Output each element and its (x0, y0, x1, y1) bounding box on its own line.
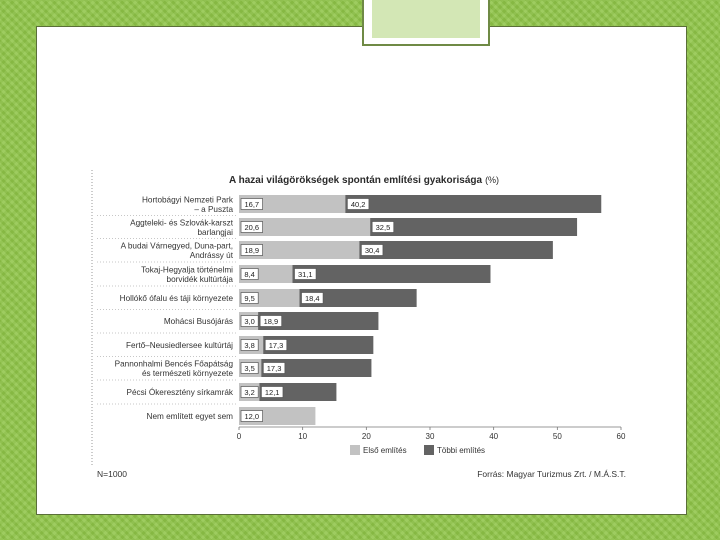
data-label: 12,0 (244, 412, 259, 421)
data-label: 40,2 (351, 200, 366, 209)
category-label: Pannonhalmi Bencés Főapátság (115, 359, 234, 368)
category-label: Nem említett egyet sem (147, 412, 234, 421)
data-label: 18,9 (264, 317, 279, 326)
data-label-box (360, 244, 384, 256)
chart-title: A hazai világörökségek spontán említési … (229, 175, 482, 186)
category-label: Hortobágyi Nemzeti Park (142, 195, 234, 204)
data-label: 18,4 (305, 294, 320, 303)
x-tick-label: 30 (426, 432, 435, 441)
x-axis: 0 10 20 30 40 50 60 (237, 426, 626, 441)
data-label: 12,1 (265, 388, 280, 397)
bar-first-mention (239, 218, 371, 236)
data-label: 9,5 (244, 294, 254, 303)
category-label: Fertő–Neusiedlersee kultúrtáj (126, 341, 233, 350)
category-label: Aggteleki- és Szlovák-karszt (130, 218, 234, 227)
category-label: Hollókő ófalu és táji környezete (120, 294, 234, 303)
category-label: barlangjai (197, 228, 233, 237)
chart-title-group: A hazai világörökségek spontán említési … (229, 175, 499, 186)
data-label-box (259, 315, 283, 327)
data-label-box (301, 292, 324, 304)
chart-title-unit: (%) (485, 175, 499, 185)
data-label-box (371, 221, 395, 233)
bar-first-mention (239, 195, 346, 213)
legend-swatch (424, 445, 434, 455)
data-label-box (264, 339, 288, 351)
data-label: 3,8 (244, 341, 254, 350)
category-label: Pécsi Ókeresztény sírkamrák (127, 387, 234, 397)
data-label-box (240, 339, 259, 351)
data-label-box (240, 362, 259, 374)
x-tick-label: 0 (237, 432, 242, 441)
data-label: 3,0 (244, 317, 254, 326)
data-label-box (240, 268, 259, 280)
category-label: Mohácsi Busójárás (164, 317, 233, 326)
bar-other-mention (370, 218, 578, 236)
legend-label: Többi említés (437, 446, 485, 455)
category-label: borvidék kultúrtája (167, 275, 234, 284)
source-note: Forrás: Magyar Turizmus Zrt. / M.Á.S.T. (477, 469, 626, 479)
data-label: 8,4 (244, 270, 254, 279)
x-tick-label: 10 (298, 432, 307, 441)
category-label: Andrássy út (190, 251, 234, 260)
legend-label: Első említés (363, 446, 407, 455)
category-labels: Hortobágyi Nemzeti Park– a Puszta Aggtele… (97, 195, 236, 421)
bars: 16,7 40,2 20,6 32,5 18,9 30,4 8,4 31,1 9,5 18,4 3,… (239, 195, 602, 425)
data-label: 20,6 (244, 223, 259, 232)
data-label-box (346, 198, 370, 210)
data-label: 3,2 (244, 388, 254, 397)
sample-size-note: N=1000 (97, 469, 127, 479)
legend: Első említés Többi említés (350, 445, 485, 455)
data-label-box (240, 410, 263, 422)
data-label-box (294, 268, 317, 280)
x-tick-label: 40 (489, 432, 498, 441)
data-label-box (240, 244, 263, 256)
bar-other-mention (261, 359, 372, 377)
bar-other-mention (359, 241, 553, 259)
data-label: 31,1 (298, 270, 313, 279)
data-label: 18,9 (244, 246, 259, 255)
slide-tab-fill (372, 0, 480, 38)
data-label: 30,4 (365, 246, 380, 255)
data-label-box (261, 386, 284, 398)
bar-other-mention (345, 195, 602, 213)
data-label-box (240, 292, 259, 304)
data-label-box (240, 198, 263, 210)
data-label: 17,3 (267, 364, 282, 373)
bar-other-mention (263, 336, 374, 354)
category-label: – a Puszta (194, 205, 233, 214)
data-label-box (262, 362, 286, 374)
data-label: 16,7 (244, 200, 259, 209)
bar-other-mention (299, 289, 417, 307)
x-tick-label: 20 (362, 432, 371, 441)
category-label: A budai Várnegyed, Duna-part, (121, 241, 233, 250)
slide-tab-decoration (362, 0, 490, 46)
x-tick-label: 60 (617, 432, 626, 441)
data-label-box (240, 221, 263, 233)
category-label: és természeti környezete (142, 369, 233, 378)
data-label: 17,3 (269, 341, 284, 350)
x-tick-label: 50 (553, 432, 562, 441)
data-label-box (240, 386, 259, 398)
data-label: 3,5 (244, 364, 254, 373)
category-label: Tokaj-Hegyalja történelmi (141, 265, 233, 274)
bar-other-mention (258, 312, 379, 330)
legend-swatch (350, 445, 360, 455)
data-label: 32,5 (376, 223, 391, 232)
bar-other-mention (292, 265, 491, 283)
bar-first-mention (239, 241, 360, 259)
